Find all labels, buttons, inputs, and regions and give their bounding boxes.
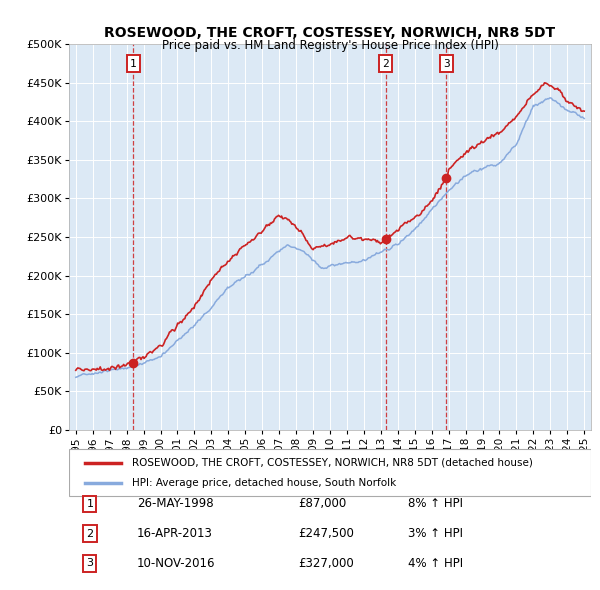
Text: 8% ↑ HPI: 8% ↑ HPI (409, 497, 463, 510)
Text: 26-MAY-1998: 26-MAY-1998 (137, 497, 214, 510)
Text: ROSEWOOD, THE CROFT, COSTESSEY, NORWICH, NR8 5DT (detached house): ROSEWOOD, THE CROFT, COSTESSEY, NORWICH,… (131, 458, 533, 468)
Text: ROSEWOOD, THE CROFT, COSTESSEY, NORWICH, NR8 5DT: ROSEWOOD, THE CROFT, COSTESSEY, NORWICH,… (104, 26, 556, 40)
Text: Price paid vs. HM Land Registry's House Price Index (HPI): Price paid vs. HM Land Registry's House … (161, 39, 499, 52)
Text: 3: 3 (443, 58, 450, 68)
Text: 4% ↑ HPI: 4% ↑ HPI (409, 557, 463, 570)
Text: 2: 2 (86, 529, 94, 539)
Text: £327,000: £327,000 (299, 557, 355, 570)
Text: 1: 1 (86, 499, 94, 509)
Text: 16-APR-2013: 16-APR-2013 (137, 527, 213, 540)
Text: 1: 1 (130, 58, 136, 68)
Text: HPI: Average price, detached house, South Norfolk: HPI: Average price, detached house, Sout… (131, 478, 396, 488)
Text: 3: 3 (86, 559, 94, 568)
Text: £247,500: £247,500 (299, 527, 355, 540)
Text: 3% ↑ HPI: 3% ↑ HPI (409, 527, 463, 540)
Text: 10-NOV-2016: 10-NOV-2016 (137, 557, 215, 570)
FancyBboxPatch shape (69, 448, 591, 496)
Text: 2: 2 (382, 58, 389, 68)
Text: £87,000: £87,000 (299, 497, 347, 510)
